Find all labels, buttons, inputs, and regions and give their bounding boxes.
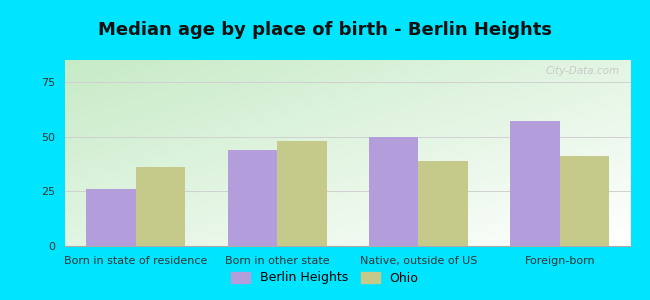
Bar xyxy=(136,167,185,246)
Bar xyxy=(419,161,468,246)
Legend: Berlin Heights, Ohio: Berlin Heights, Ohio xyxy=(225,265,425,291)
Bar xyxy=(510,121,560,246)
Text: Median age by place of birth - Berlin Heights: Median age by place of birth - Berlin He… xyxy=(98,21,552,39)
Text: City-Data.com: City-Data.com xyxy=(545,66,619,76)
Bar xyxy=(560,156,609,246)
Bar xyxy=(277,141,326,246)
Bar xyxy=(227,150,277,246)
Bar xyxy=(86,189,136,246)
Bar xyxy=(369,136,419,246)
